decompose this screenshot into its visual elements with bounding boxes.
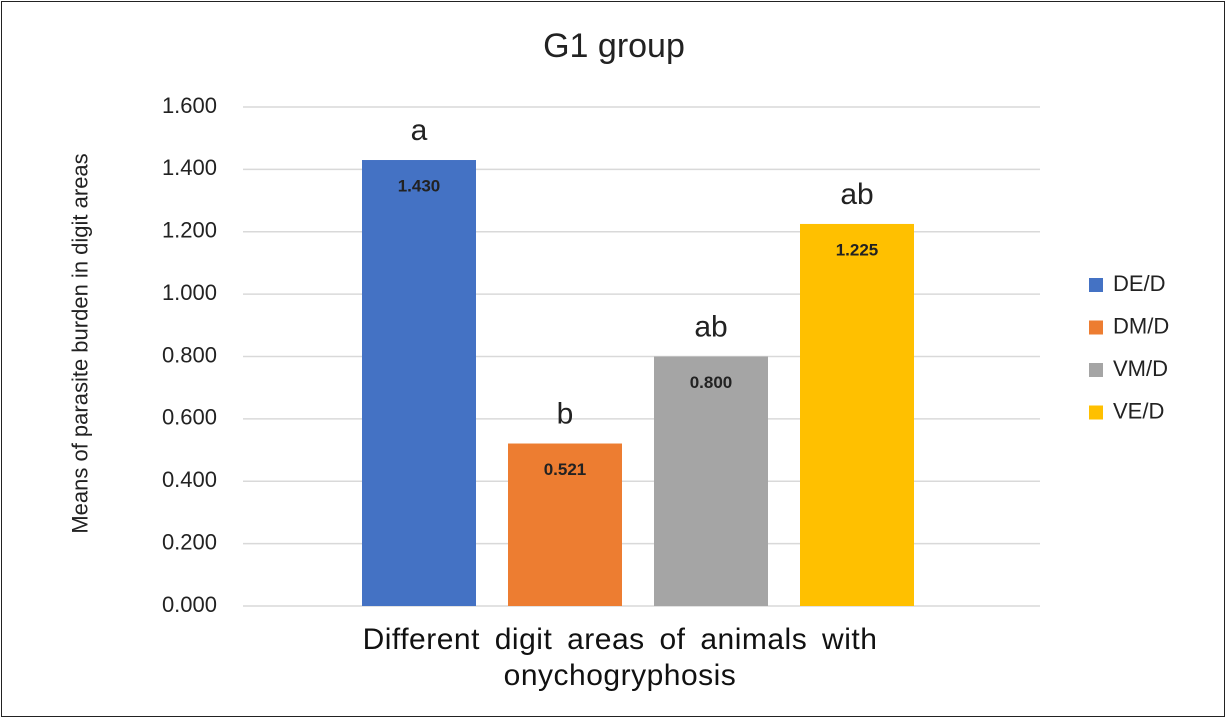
- legend-swatch: [1089, 320, 1103, 335]
- y-tick-label: 1.000: [162, 280, 217, 305]
- legend-label: DM/D: [1113, 313, 1169, 338]
- bar: [508, 443, 622, 606]
- bar: [800, 223, 914, 606]
- bar: [654, 356, 768, 606]
- value-label: 0.800: [690, 373, 733, 392]
- y-tick-label: 0.800: [162, 342, 217, 367]
- legend-label: VM/D: [1113, 356, 1168, 381]
- legend-label: DE/D: [1113, 271, 1166, 296]
- legend-label: VE/D: [1113, 398, 1164, 423]
- y-tick-label: 1.200: [162, 218, 217, 243]
- annotation: a: [411, 114, 428, 147]
- x-axis-label: Different digit areas of animals with on…: [362, 623, 878, 692]
- annotation: ab: [840, 178, 873, 211]
- legend-swatch: [1089, 405, 1103, 420]
- y-tick-label: 1.400: [162, 155, 217, 180]
- value-label: 1.430: [398, 177, 441, 196]
- chart-title: G1 group: [543, 27, 685, 65]
- legend-swatch: [1089, 278, 1103, 292]
- bar: [362, 160, 476, 607]
- y-tick-label: 0.200: [162, 529, 217, 554]
- y-tick-label: 0.000: [162, 592, 217, 617]
- y-tick-label: 0.400: [162, 467, 217, 492]
- y-tick-label: 1.600: [162, 93, 217, 118]
- y-axis-label: Means of parasite burden in digit areas: [67, 153, 93, 534]
- y-tick-label: 0.600: [162, 405, 217, 430]
- value-label: 1.225: [836, 240, 879, 259]
- legend-swatch: [1089, 363, 1103, 377]
- annotation: ab: [694, 310, 727, 343]
- value-label: 0.521: [544, 460, 587, 479]
- annotation: b: [557, 397, 574, 430]
